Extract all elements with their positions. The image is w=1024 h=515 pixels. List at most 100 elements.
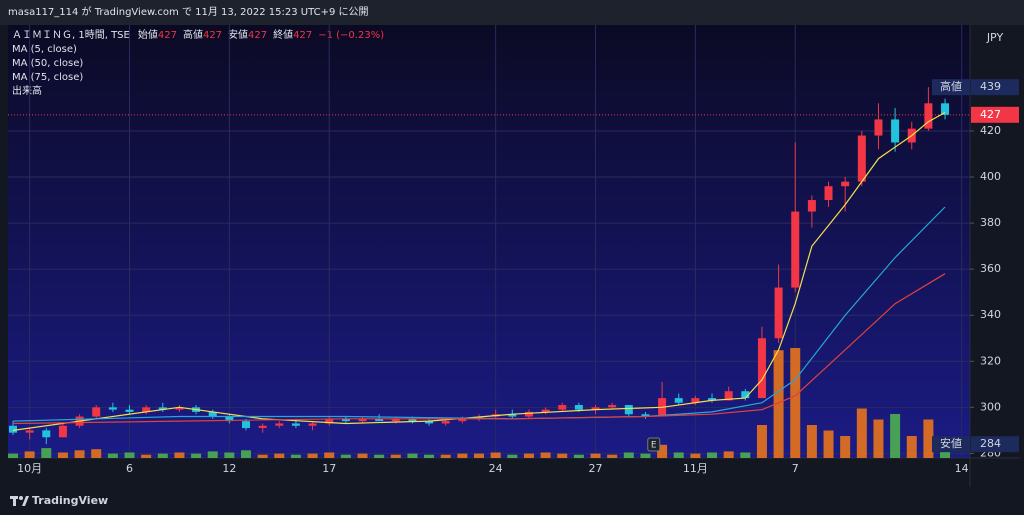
volume-bar — [690, 453, 701, 458]
candle-body — [42, 430, 51, 438]
volume-bar — [290, 454, 301, 458]
last-price-label: 427 — [980, 108, 1001, 121]
candle-body — [8, 425, 17, 433]
x-tick-label: 24 — [489, 462, 503, 475]
y-tick-label: 300 — [980, 400, 1001, 413]
candle-body — [175, 407, 184, 410]
volume-bar — [224, 452, 235, 458]
volume-bar — [823, 430, 834, 458]
volume-legend: 出来高 — [12, 84, 42, 97]
volume-bar — [191, 453, 202, 458]
candle-body — [391, 418, 400, 422]
candle-body — [375, 418, 384, 422]
volume-bar — [590, 453, 601, 458]
symbol-title: ＡＩＭＩＮＧ, 1時間, TSE — [12, 29, 130, 41]
volume-bar — [623, 452, 634, 458]
candle-body — [757, 338, 766, 399]
candle-body — [408, 418, 417, 422]
ohlc-label: 終値 — [273, 28, 293, 41]
volume-bar — [374, 454, 385, 458]
volume-bar — [7, 453, 18, 458]
price-axis-area — [970, 25, 1020, 487]
volume-bar — [407, 453, 418, 458]
volume-bar — [57, 452, 68, 458]
volume-bar — [890, 414, 901, 458]
volume-bar — [573, 454, 584, 458]
ohlc-value: 427 — [248, 30, 267, 41]
volume-bar — [640, 453, 651, 458]
volume-bar — [723, 451, 734, 458]
candle-body — [824, 186, 833, 201]
candle-body — [624, 405, 633, 415]
volume-bar — [740, 452, 751, 458]
volume-bar — [174, 452, 185, 458]
plot-area — [8, 25, 970, 458]
candle-body — [425, 421, 434, 424]
x-tick-label: 10月 — [17, 462, 42, 475]
volume-bar — [923, 419, 934, 458]
volume-bar — [657, 444, 668, 458]
header-bar — [0, 0, 1024, 25]
candle-body — [242, 421, 251, 429]
ma-line — [12, 273, 946, 425]
candle-body — [774, 287, 783, 339]
candle-body — [791, 211, 800, 288]
currency: JPY — [986, 31, 1004, 44]
y-tick-label: 420 — [980, 124, 1001, 137]
last-price-badge — [971, 106, 1019, 123]
volume-bar — [307, 453, 318, 458]
logo — [22, 496, 29, 506]
candle-body — [208, 411, 217, 417]
candle-body — [92, 407, 101, 417]
candle-body — [458, 418, 467, 422]
volume-bars — [7, 348, 951, 458]
y-tick-label: 380 — [980, 216, 1001, 229]
candle-body — [142, 407, 151, 412]
volume-bar — [324, 452, 335, 458]
volume-bar — [257, 454, 268, 458]
volume-bar — [107, 453, 118, 458]
candle-body — [924, 103, 933, 129]
volume-bar — [540, 452, 551, 458]
badge-value-bg — [971, 79, 1019, 96]
volume-bar — [141, 454, 152, 458]
candle-body — [857, 135, 866, 182]
volume-bar — [607, 454, 618, 458]
x-tick-label: 11月 — [683, 462, 708, 475]
ohlc-value: 427 — [293, 30, 312, 41]
y-tick-label: 400 — [980, 170, 1001, 183]
volume-bar — [457, 453, 468, 458]
volume-bar — [207, 451, 218, 458]
candle-body — [941, 103, 950, 115]
candle-body — [58, 425, 67, 438]
volume-bar — [806, 425, 817, 458]
ohlc-value: 427 — [158, 30, 177, 41]
candle-body — [574, 405, 583, 410]
ma-legend: MA (50, close) — [12, 58, 83, 69]
logo — [13, 496, 16, 506]
volume-bar — [74, 450, 85, 458]
volume-bar — [24, 451, 35, 458]
volume-bar — [124, 452, 135, 458]
volume-bar — [873, 419, 884, 458]
candle-body — [358, 418, 367, 422]
badge-value: 284 — [980, 437, 1001, 450]
candle-body — [258, 425, 267, 429]
badge-name: 安値 — [940, 436, 962, 450]
volume-bar — [507, 454, 518, 458]
volume-bar — [673, 452, 684, 458]
candle-body — [225, 416, 234, 422]
candle-body — [275, 423, 284, 426]
ohlc-label: 安値 — [228, 28, 248, 41]
candle-body — [741, 391, 750, 399]
volume-bar — [906, 436, 917, 458]
candle-body — [841, 181, 850, 187]
candle-body — [891, 119, 900, 143]
volume-bar — [773, 350, 784, 458]
candle-body — [308, 423, 317, 426]
volume-bar — [41, 448, 52, 458]
badge-value-bg — [971, 436, 1019, 453]
time-axis-area — [8, 458, 970, 487]
